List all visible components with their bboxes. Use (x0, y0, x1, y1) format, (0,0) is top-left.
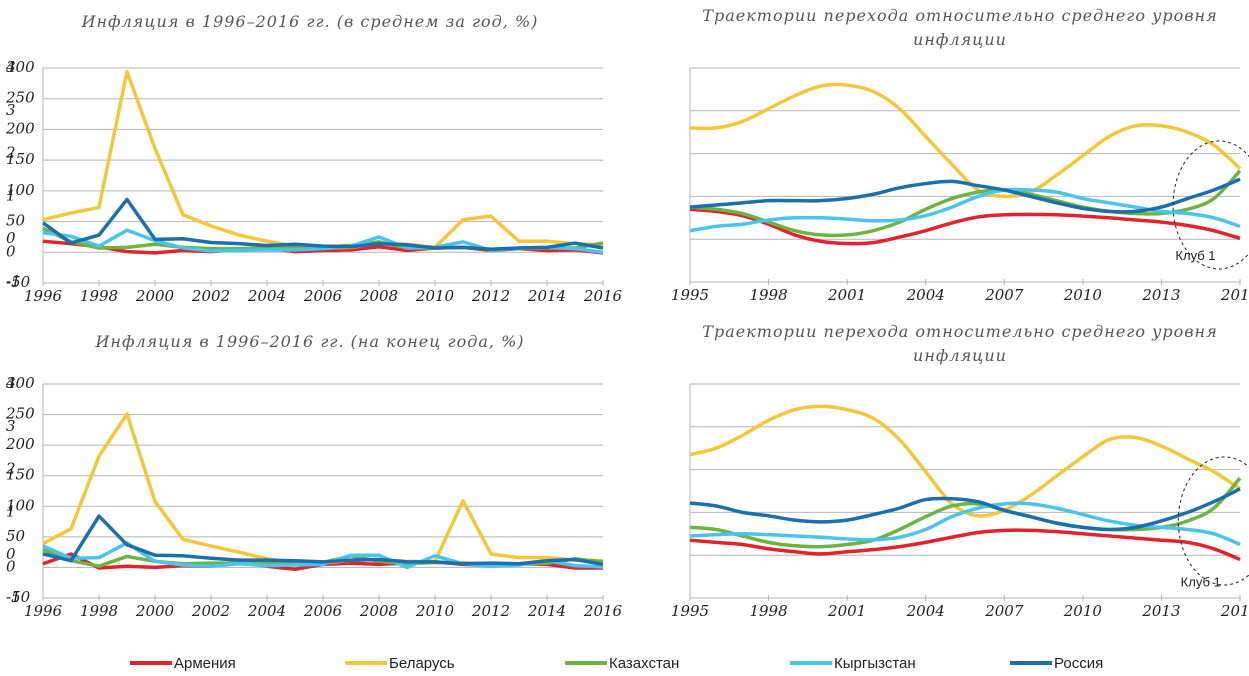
y-tick-label: 0 (6, 242, 16, 260)
y-tick-label: 50 (6, 212, 26, 230)
y-tick-label: 4 (5, 374, 16, 392)
y-tick-label: 250 (5, 405, 35, 423)
x-tick-label: 1995 (671, 602, 709, 620)
y-tick-label: 200 (5, 119, 35, 137)
y-tick-label: 2 (5, 460, 16, 478)
legend-label: Кыргызстан (834, 655, 916, 672)
series-line (689, 477, 1242, 549)
x-tick-label: 1998 (80, 602, 118, 620)
y-tick-label: 2 (5, 144, 16, 162)
x-tick-label: 2002 (191, 602, 230, 620)
highlight-ellipse (1177, 456, 1249, 586)
x-tick-label: 2004 (247, 287, 286, 305)
y-tick-label: -1 (6, 588, 21, 606)
x-tick-label: 1998 (749, 602, 787, 620)
y-tick-label: -1 (6, 272, 21, 290)
series-line (689, 501, 1241, 547)
annotation: Клуб 1 (1181, 574, 1221, 589)
x-tick-label: 1996 (24, 602, 63, 620)
series-line (689, 487, 1241, 532)
legend-label: Беларусь (389, 655, 455, 672)
chart-title: Траектории перехода относительно среднег… (702, 322, 1218, 365)
x-tick-label: 1996 (24, 287, 63, 305)
legend-label: Казахстан (609, 655, 679, 672)
x-tick-label: 2008 (359, 287, 398, 305)
series-line (689, 207, 1241, 246)
y-tick-label: 200 (5, 435, 35, 453)
legend-label: Россия (1054, 655, 1103, 672)
x-tick-label: 2013 (1141, 602, 1180, 620)
x-tick-label: 2016 (583, 287, 623, 305)
y-tick-label: 250 (5, 89, 35, 107)
x-tick-label: 2012 (471, 602, 510, 620)
x-tick-label: 2014 (527, 602, 566, 620)
x-tick-label: 2001 (827, 602, 866, 620)
series-line (689, 82, 1242, 199)
y-tick-label: 1 (6, 502, 16, 520)
x-tick-label: 2010 (1063, 286, 1103, 304)
series-line (42, 412, 604, 565)
series-line (689, 528, 1241, 562)
x-tick-label: 2007 (984, 602, 1024, 620)
y-tick-label: 0 (6, 545, 16, 563)
x-tick-label: 1998 (80, 287, 118, 305)
x-tick-label: 2006 (303, 287, 343, 305)
x-tick-label: 2004 (906, 602, 945, 620)
x-tick-label: 1995 (671, 286, 709, 304)
annotation: Клуб 1 (1175, 248, 1215, 263)
y-tick-label: 4 (5, 58, 16, 76)
y-tick-label: 1 (6, 186, 16, 204)
y-tick-label: 100 (6, 496, 35, 514)
chart-title: Инфляция в 1996–2016 гг. (в среднем за г… (81, 12, 539, 31)
x-tick-label: 2010 (415, 287, 455, 305)
highlight-ellipse (1172, 140, 1249, 270)
series-line (689, 177, 1241, 214)
y-tick-label: -50 (6, 273, 31, 291)
series-line (41, 197, 604, 251)
x-tick-label: 2014 (527, 287, 566, 305)
x-tick-label: 2007 (984, 286, 1024, 304)
y-tick-label: 300 (6, 58, 35, 76)
x-tick-label: 1998 (749, 286, 787, 304)
x-tick-label: 2010 (1063, 602, 1103, 620)
chart-title: Инфляция в 1996–2016 гг. (на конец года,… (95, 332, 525, 351)
y-tick-label: 3 (6, 417, 16, 435)
x-tick-label: 2008 (359, 602, 398, 620)
y-tick-label: -50 (6, 588, 31, 606)
y-tick-label: 0 (6, 557, 16, 575)
x-tick-label: 2002 (191, 287, 230, 305)
x-tick-label: 2004 (247, 602, 286, 620)
y-tick-label: 0 (6, 229, 16, 247)
legend-label: Армения (174, 655, 236, 672)
x-tick-label: 2012 (471, 287, 510, 305)
x-tick-label: 2001 (827, 286, 866, 304)
y-tick-label: 50 (6, 527, 26, 545)
x-tick-label: 2016 (583, 602, 623, 620)
x-tick-label: 2000 (135, 602, 175, 620)
series-line (689, 169, 1242, 238)
x-tick-label: 2016 (1220, 286, 1249, 304)
y-tick-label: 150 (6, 150, 35, 168)
y-tick-label: 300 (6, 374, 35, 392)
x-tick-label: 2006 (303, 602, 343, 620)
y-tick-label: 150 (6, 466, 35, 484)
y-tick-label: 3 (6, 101, 16, 119)
y-tick-label: 100 (6, 181, 35, 199)
series-line (42, 514, 604, 567)
x-tick-label: 2013 (1141, 286, 1180, 304)
chart-title: Траектории перехода относительно среднег… (702, 6, 1218, 49)
x-tick-label: 2004 (906, 286, 945, 304)
x-tick-label: 2016 (1220, 602, 1249, 620)
x-tick-label: 2000 (135, 287, 175, 305)
x-tick-label: 2010 (415, 602, 455, 620)
